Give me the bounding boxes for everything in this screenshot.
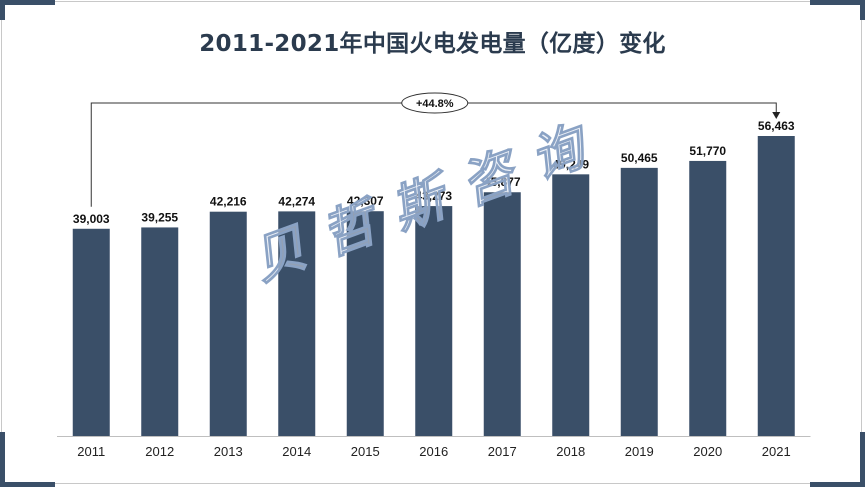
data-label-2020: 51,770 bbox=[689, 144, 726, 158]
corner-top-right bbox=[810, 0, 865, 5]
x-tick-2015: 2015 bbox=[351, 444, 380, 459]
data-label-2011: 39,003 bbox=[73, 212, 110, 226]
corner-top-left bbox=[0, 0, 55, 5]
bar-2014 bbox=[278, 211, 316, 436]
data-label-2012: 39,255 bbox=[141, 210, 178, 224]
data-label-2017: 45,877 bbox=[484, 175, 521, 189]
bar-2011 bbox=[72, 228, 110, 436]
corner-bottom-right bbox=[810, 482, 865, 487]
data-label-2021: 56,463 bbox=[758, 119, 795, 133]
data-label-2019: 50,465 bbox=[621, 151, 658, 165]
corner-top-right-v bbox=[860, 0, 865, 20]
x-tick-2014: 2014 bbox=[282, 444, 311, 459]
data-label-2018: 49,249 bbox=[552, 157, 589, 171]
bar-2018 bbox=[552, 174, 590, 436]
x-tick-2019: 2019 bbox=[625, 444, 654, 459]
corner-bottom-left-v bbox=[0, 432, 5, 487]
x-tick-2021: 2021 bbox=[762, 444, 791, 459]
bar-2016 bbox=[415, 206, 453, 436]
x-tick-2020: 2020 bbox=[693, 444, 722, 459]
corner-bottom-left bbox=[0, 482, 55, 487]
growth-arrowhead bbox=[772, 112, 781, 119]
bar-2015 bbox=[346, 211, 384, 436]
corner-top-left-v bbox=[0, 0, 5, 20]
x-tick-2018: 2018 bbox=[556, 444, 585, 459]
x-tick-2013: 2013 bbox=[214, 444, 243, 459]
bar-2019 bbox=[620, 167, 658, 436]
bar-2012 bbox=[141, 227, 179, 436]
chart-title: 2011-2021年中国火电发电量（亿度）变化 bbox=[199, 31, 666, 57]
data-label-2014: 42,274 bbox=[278, 194, 315, 208]
growth-badge bbox=[401, 92, 469, 114]
bar-2021 bbox=[757, 136, 795, 436]
x-tick-2016: 2016 bbox=[419, 444, 448, 459]
bar-2020 bbox=[689, 160, 727, 436]
corner-bottom-right-v bbox=[860, 432, 865, 487]
data-label-2016: 43,273 bbox=[415, 189, 452, 203]
x-tick-2017: 2017 bbox=[488, 444, 517, 459]
data-label-2015: 42,307 bbox=[347, 194, 384, 208]
x-tick-2011: 2011 bbox=[77, 444, 105, 459]
x-tick-2012: 2012 bbox=[145, 444, 174, 459]
bar-2013 bbox=[209, 211, 247, 436]
growth-label: +44.8% bbox=[416, 98, 454, 110]
data-label-2013: 42,216 bbox=[210, 195, 247, 209]
bar-2017 bbox=[483, 192, 521, 436]
